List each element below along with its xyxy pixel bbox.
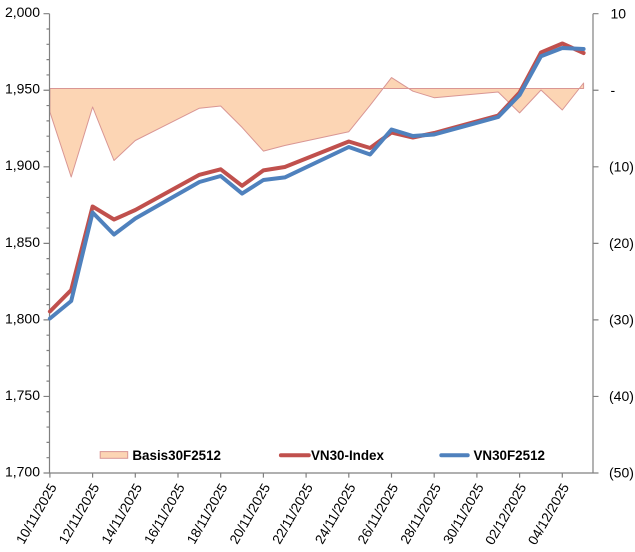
svg-text:Basis30F2512: Basis30F2512 (132, 448, 221, 463)
svg-text:(20): (20) (609, 235, 634, 251)
svg-text:-: - (611, 82, 616, 98)
svg-text:1,850: 1,850 (5, 234, 40, 250)
svg-text:2,000: 2,000 (5, 4, 40, 20)
svg-text:(40): (40) (609, 388, 634, 404)
svg-text:1,900: 1,900 (5, 157, 40, 173)
svg-text:1,950: 1,950 (5, 81, 40, 97)
svg-text:(50): (50) (609, 465, 634, 481)
svg-text:VN30-Index: VN30-Index (311, 448, 384, 463)
svg-text:10: 10 (611, 5, 627, 21)
svg-text:(10): (10) (609, 159, 634, 175)
svg-text:1,700: 1,700 (5, 463, 40, 479)
svg-text:1,800: 1,800 (5, 310, 40, 326)
svg-text:1,750: 1,750 (5, 387, 40, 403)
svg-text:VN30F2512: VN30F2512 (474, 448, 545, 463)
svg-text:(30): (30) (609, 312, 634, 328)
